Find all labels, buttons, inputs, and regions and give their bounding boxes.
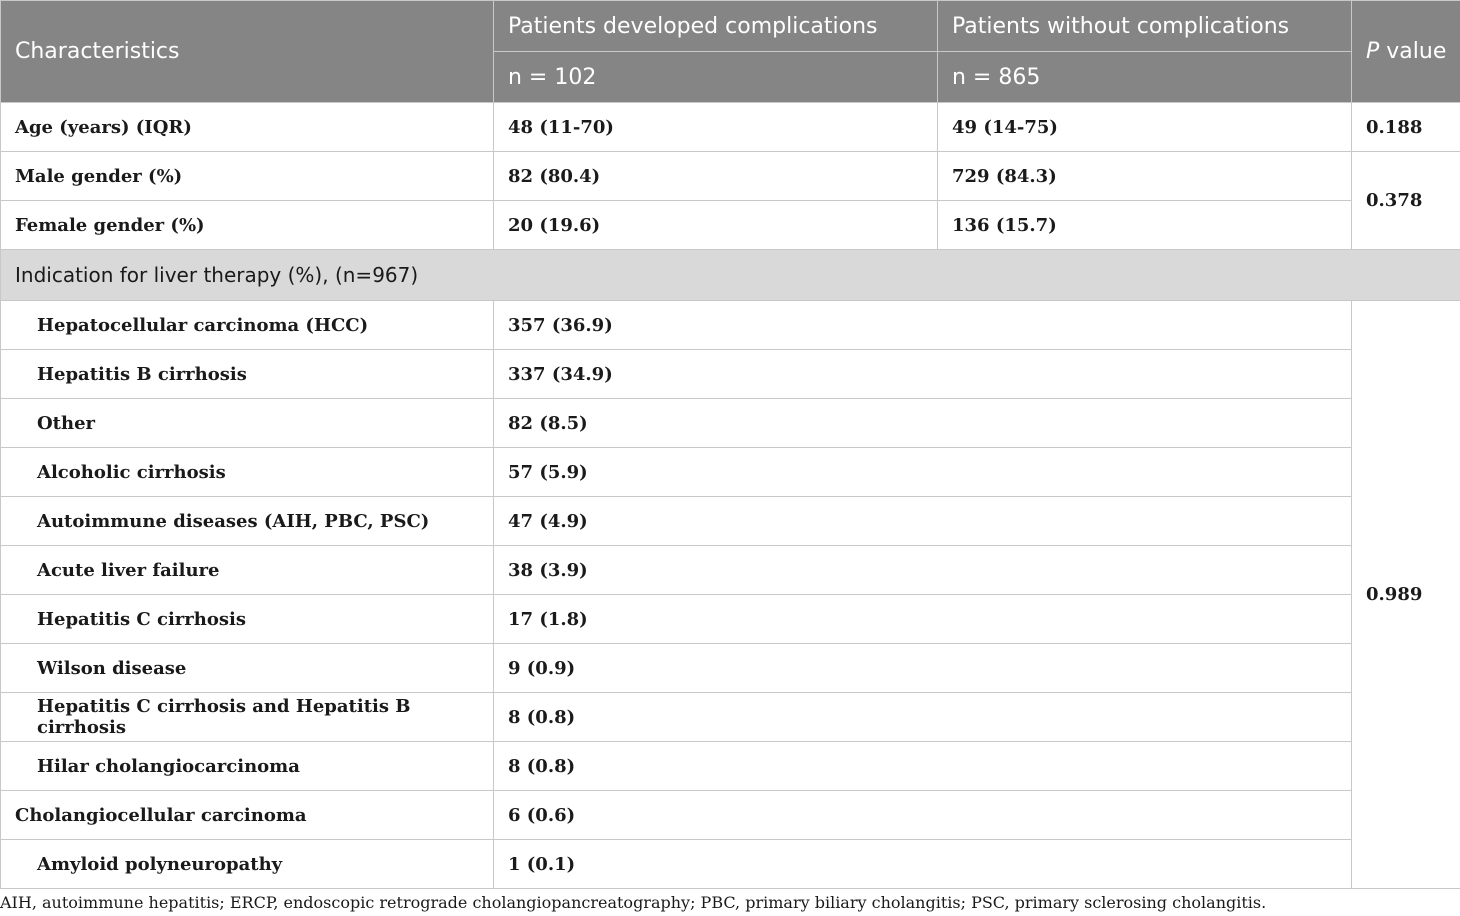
- table-row: Amyloid polyneuropathy 1 (0.1): [0, 839, 1460, 889]
- cell-value: 357 (36.9): [493, 300, 1352, 350]
- table-row-male: Male gender (%) 82 (80.4) 729 (84.3) 0.3…: [0, 151, 1460, 250]
- cell-value: 8 (0.8): [493, 741, 1352, 791]
- cell-group2: 729 (84.3): [937, 151, 1352, 201]
- table-row: Autoimmune diseases (AIH, PBC, PSC) 47 (…: [0, 496, 1460, 546]
- row-label: Acute liver failure: [0, 545, 494, 595]
- section-title: Indication for liver therapy (%), (n=967…: [0, 249, 1460, 301]
- characteristics-table: Characteristics Patients developed compl…: [0, 0, 1460, 889]
- header-n-complications: n = 102: [493, 51, 938, 103]
- cell-group2: 136 (15.7): [937, 200, 1352, 250]
- row-label: Hepatitis C cirrhosis and Hepatitis B ci…: [0, 692, 494, 742]
- table-footnote: AIH, autoimmune hepatitis; ERCP, endosco…: [0, 893, 1267, 912]
- table-row: Cholangiocellular carcinoma 6 (0.6): [0, 790, 1460, 840]
- header-n-no-complications: n = 865: [937, 51, 1352, 103]
- cell-value: 1 (0.1): [493, 839, 1352, 889]
- cell-group1: 20 (19.6): [493, 200, 938, 250]
- header-row: Characteristics Patients developed compl…: [0, 0, 1460, 103]
- cell-value: 17 (1.8): [493, 594, 1352, 644]
- section-row-indication: Indication for liver therapy (%), (n=967…: [0, 249, 1460, 301]
- cell-p-value: 0.188: [1351, 102, 1460, 152]
- cell-group1: 48 (11-70): [493, 102, 938, 152]
- row-label: Hepatitis B cirrhosis: [0, 349, 494, 399]
- row-label: Age (years) (IQR): [0, 102, 494, 152]
- table-row-age: Age (years) (IQR) 48 (11-70) 49 (14-75) …: [0, 102, 1460, 152]
- row-label: Female gender (%): [0, 200, 494, 250]
- table-row: Hepatitis B cirrhosis 337 (34.9): [0, 349, 1460, 399]
- row-label: Alcoholic cirrhosis: [0, 447, 494, 497]
- header-characteristics: Characteristics: [0, 0, 494, 103]
- row-label: Male gender (%): [0, 151, 494, 201]
- cell-value: 57 (5.9): [493, 447, 1352, 497]
- table-row: Hepatitis C cirrhosis and Hepatitis B ci…: [0, 692, 1460, 742]
- table-row: Hilar cholangiocarcinoma 8 (0.8): [0, 741, 1460, 791]
- table-row: Wilson disease 9 (0.9): [0, 643, 1460, 693]
- row-label: Cholangiocellular carcinoma: [0, 790, 494, 840]
- header-group-complications: Patients developed complications: [493, 0, 938, 52]
- header-p-value: P value: [1351, 0, 1460, 103]
- row-label: Other: [0, 398, 494, 448]
- cell-value: 9 (0.9): [493, 643, 1352, 693]
- table-row: Hepatocellular carcinoma (HCC) 357 (36.9…: [0, 300, 1460, 889]
- row-label: Wilson disease: [0, 643, 494, 693]
- row-label: Hepatocellular carcinoma (HCC): [0, 300, 494, 350]
- cell-value: 82 (8.5): [493, 398, 1352, 448]
- table-row-female: Female gender (%) 20 (19.6) 136 (15.7): [0, 200, 1460, 250]
- header-row-n: n = 102 n = 865: [1, 51, 1460, 103]
- table-row: Alcoholic cirrhosis 57 (5.9): [0, 447, 1460, 497]
- row-label: Amyloid polyneuropathy: [0, 839, 494, 889]
- header-group-no-complications: Patients without complications: [937, 0, 1352, 52]
- cell-value: 6 (0.6): [493, 790, 1352, 840]
- table-row: Acute liver failure 38 (3.9): [0, 545, 1460, 595]
- cell-group2: 49 (14-75): [937, 102, 1352, 152]
- cell-value: 8 (0.8): [493, 692, 1352, 742]
- cell-group1: 82 (80.4): [493, 151, 938, 201]
- table-row: Other 82 (8.5): [0, 398, 1460, 448]
- cell-p-value-indication: 0.989: [1351, 300, 1460, 889]
- cell-value: 47 (4.9): [493, 496, 1352, 546]
- row-label: Autoimmune diseases (AIH, PBC, PSC): [0, 496, 494, 546]
- row-label: Hepatitis C cirrhosis: [0, 594, 494, 644]
- cell-p-value-gender: 0.378: [1351, 151, 1460, 250]
- row-label: Hilar cholangiocarcinoma: [0, 741, 494, 791]
- cell-value: 38 (3.9): [493, 545, 1352, 595]
- table-row: Hepatitis C cirrhosis 17 (1.8): [0, 594, 1460, 644]
- cell-value: 337 (34.9): [493, 349, 1352, 399]
